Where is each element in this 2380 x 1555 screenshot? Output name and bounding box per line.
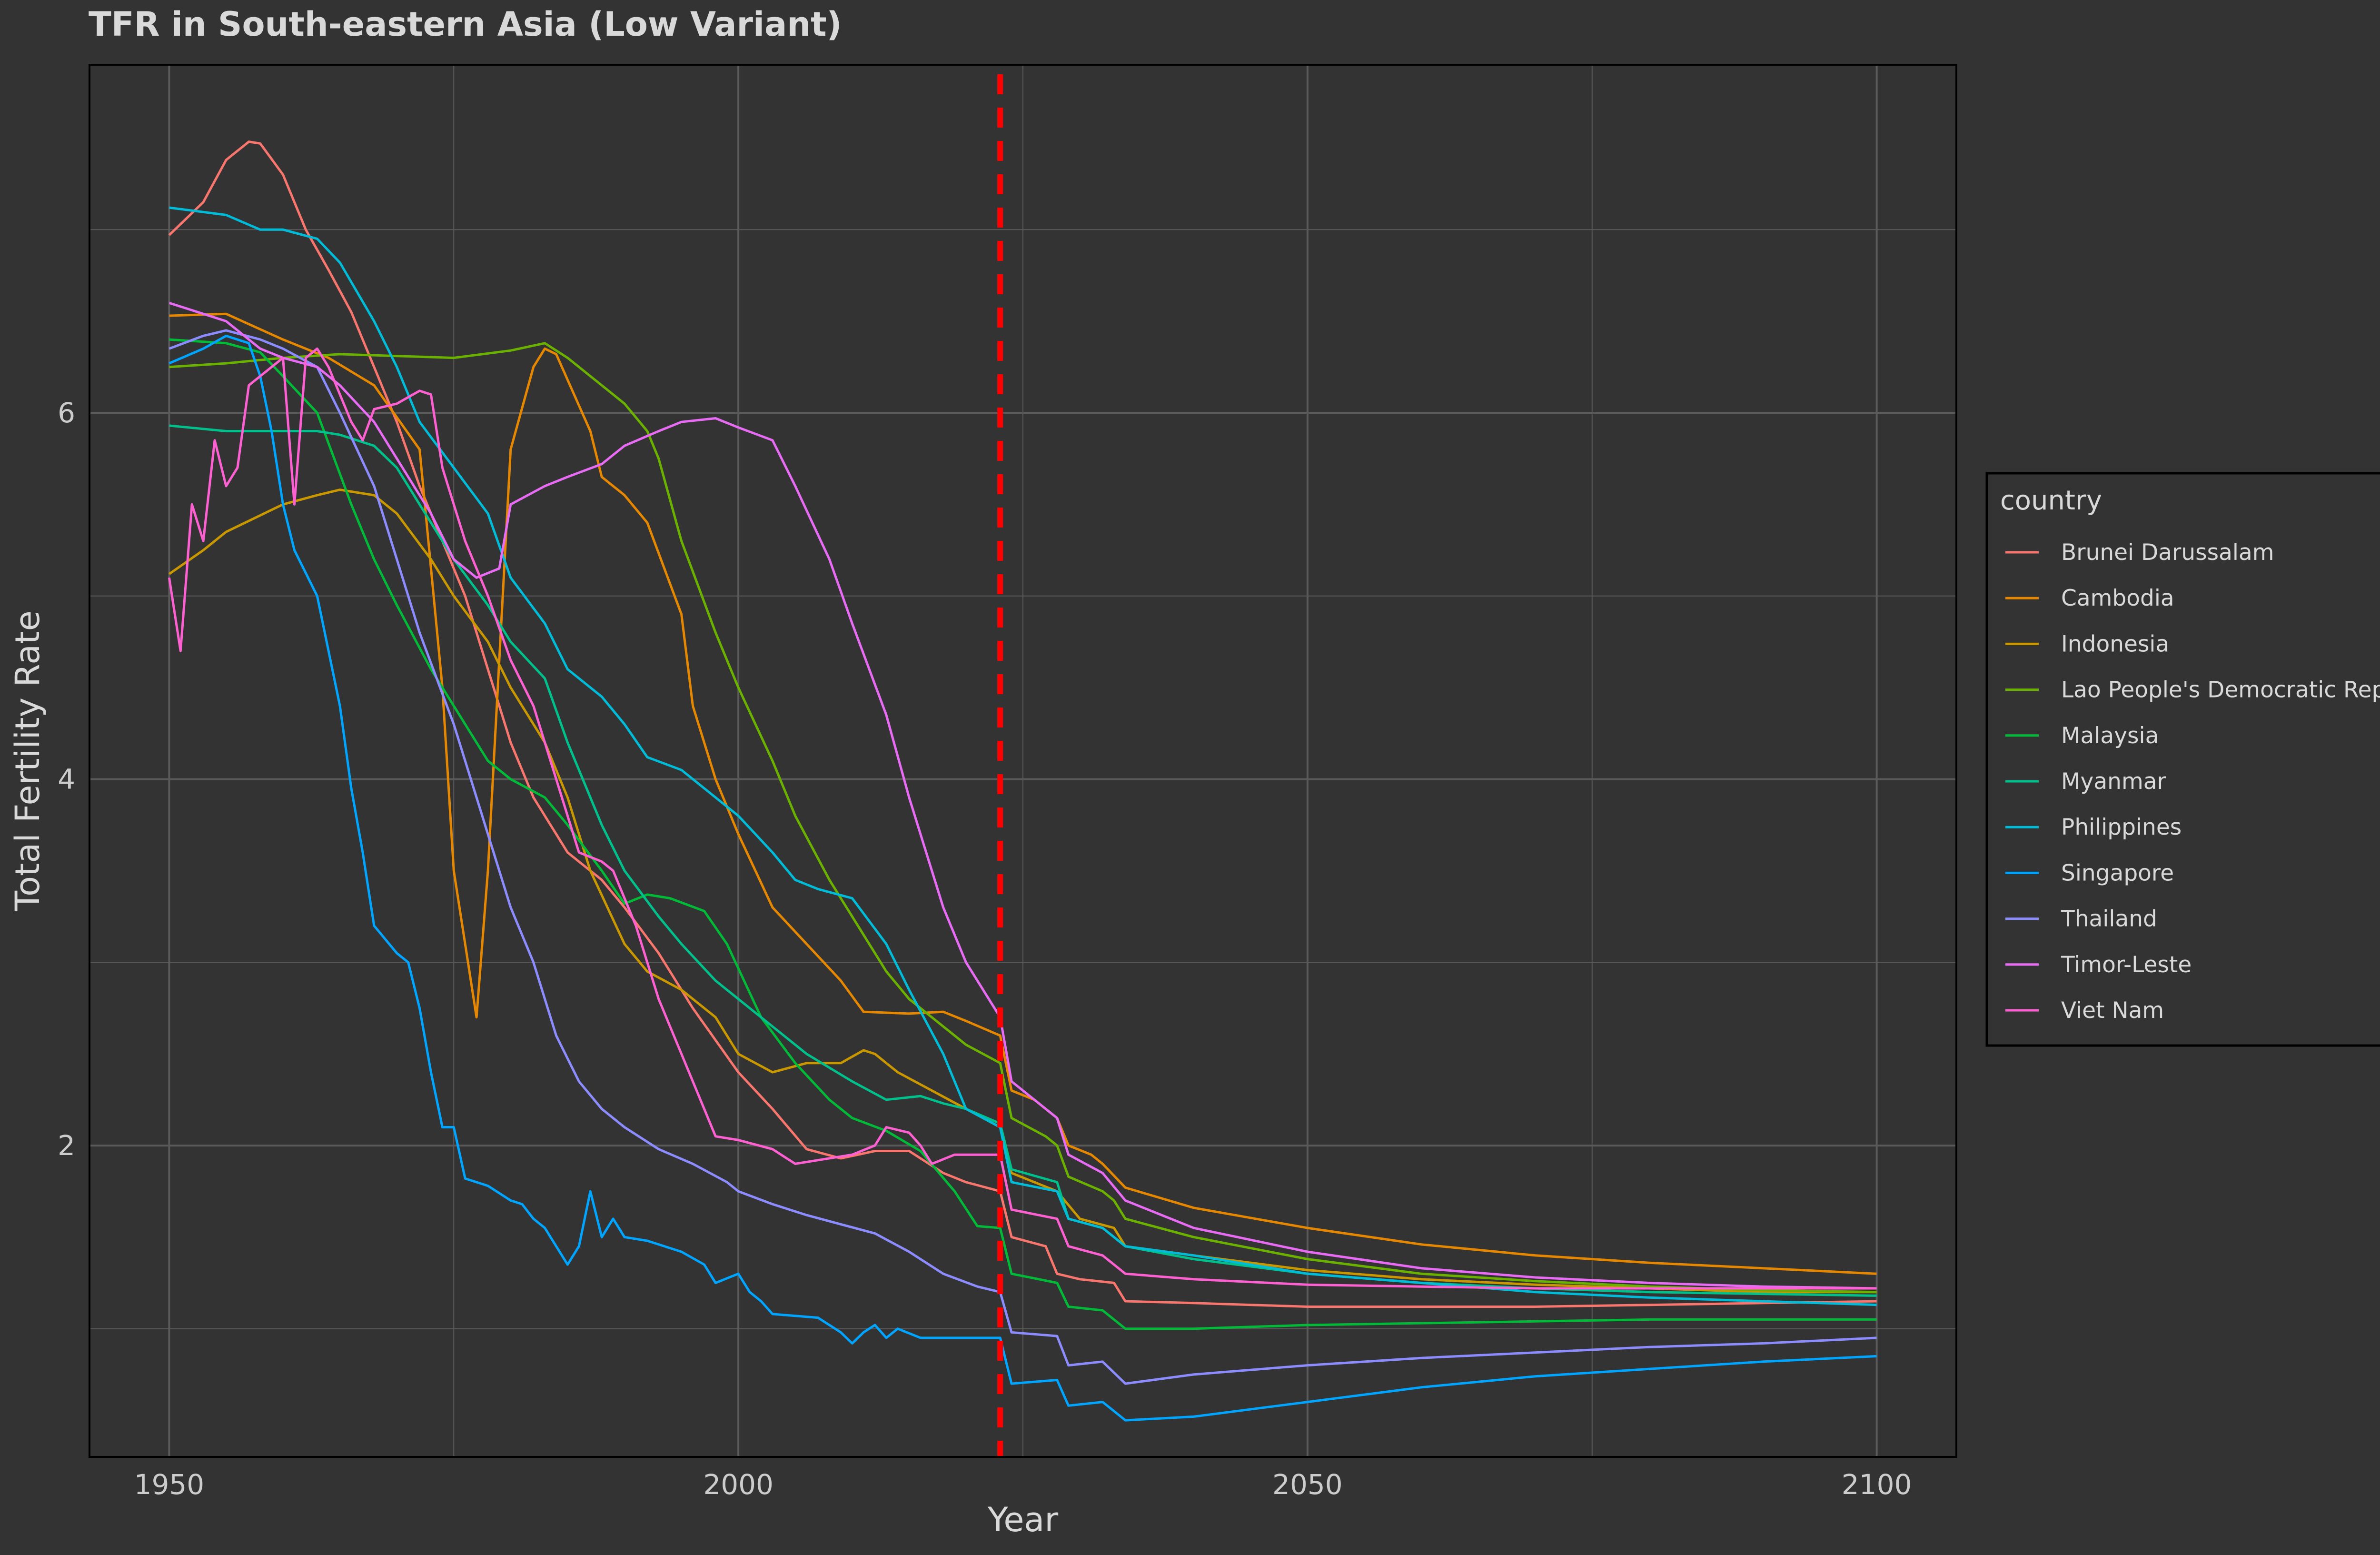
legend-items: Brunei Darussalam Cambodia Indonesia Lao Pe… [2005,539,2380,1024]
series-line [169,301,1877,1290]
x-tick-label: 2000 [703,1468,774,1501]
chart-title: TFR in South-eastern Asia (Low Variant) [89,5,842,44]
minor-gridlines [89,65,1956,1457]
x-tick-label: 2050 [1272,1468,1343,1501]
legend-label: Thailand [2061,906,2157,932]
y-tick-label: 4 [58,763,75,795]
series-line [169,342,1877,1294]
x-axis-tick-labels: 1950 2000 2050 2100 [134,1468,1912,1501]
legend-label: Brunei Darussalam [2061,539,2274,566]
legend-label: Cambodia [2061,585,2174,611]
x-tick-label: 2100 [1842,1468,1912,1501]
series-lines [168,140,1877,1422]
legend-label: Lao People's Democratic Republic [2061,677,2380,703]
series-line [169,424,1877,1297]
panel-border [89,64,1957,1458]
legend-label: Malaysia [2061,723,2159,749]
plot-panel [89,64,1957,1458]
y-tick-label: 2 [58,1129,75,1162]
y-tick-label: 6 [58,397,75,429]
legend-label: Viet Nam [2061,997,2164,1024]
legend-box [1985,472,2380,1047]
series-line [168,347,1877,1290]
series-line [168,140,1877,1308]
major-gridlines [89,65,1956,1457]
y-axis-title: Total Fertility Rate [8,610,47,911]
x-axis-title: Year [987,1500,1058,1539]
series-line [169,334,1877,1422]
legend-label: Philippines [2061,814,2182,840]
series-line [169,206,1877,1306]
y-axis-tick-labels: 2 4 6 [58,397,75,1162]
legend-label: Timor-Leste [2061,952,2192,978]
legend-label: Singapore [2061,860,2174,886]
legend-label: Indonesia [2061,631,2169,657]
series-line [169,312,1877,1275]
legend: country Brunei Darussalam Cambodia Indones… [1985,472,2380,1047]
legend-label: Myanmar [2061,768,2167,795]
x-tick-label: 1950 [134,1468,205,1501]
series-line [169,329,1877,1385]
legend-title: country [2000,485,2102,516]
